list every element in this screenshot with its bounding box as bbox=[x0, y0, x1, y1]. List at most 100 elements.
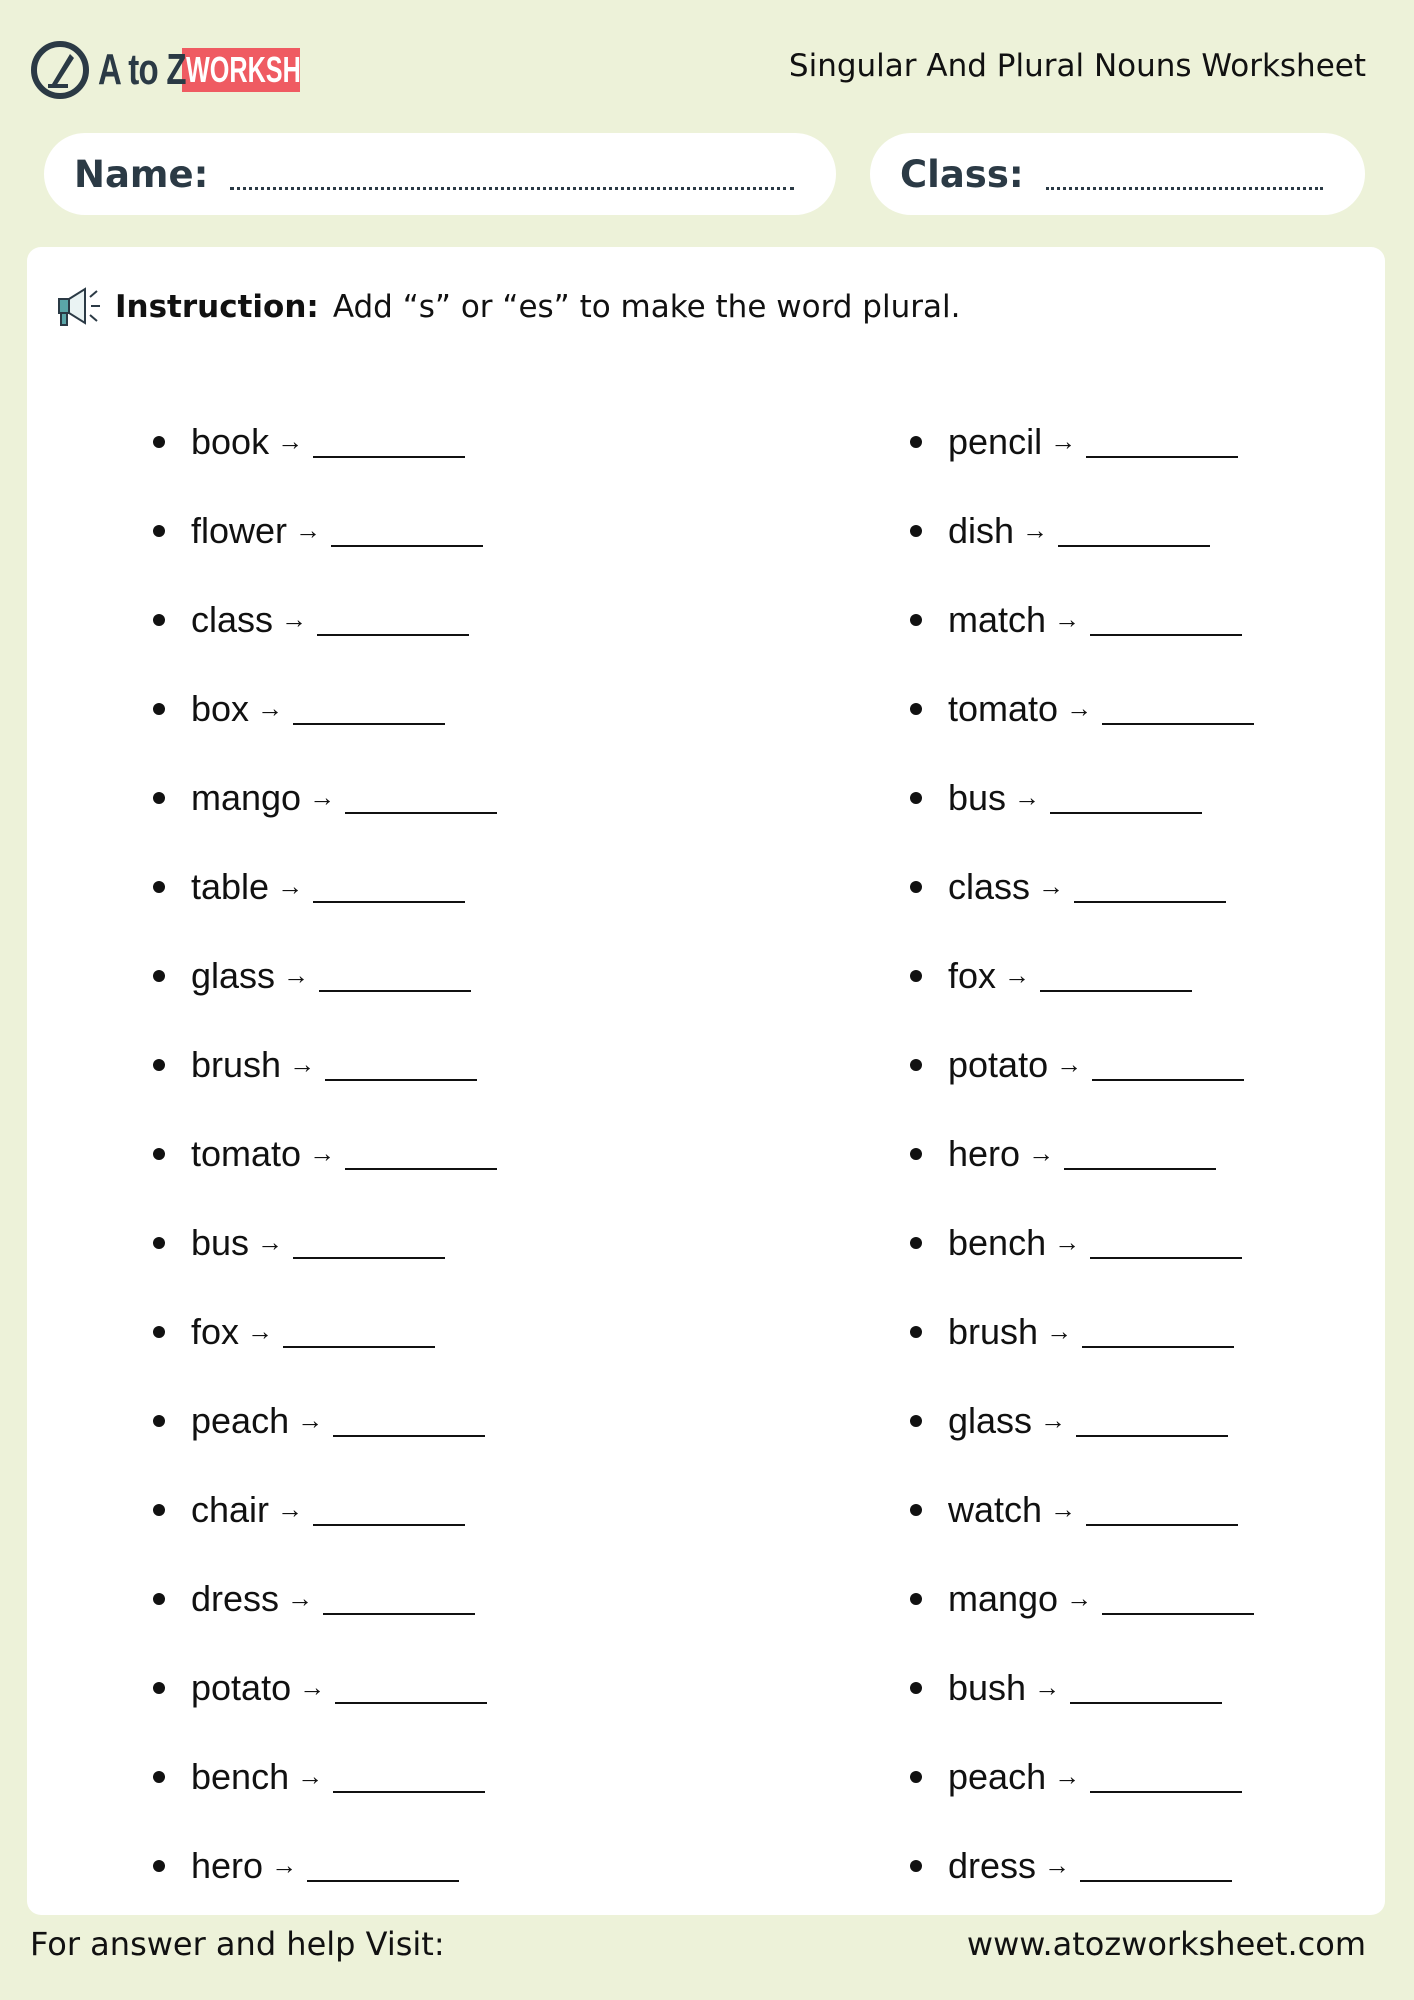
answer-blank[interactable] bbox=[1090, 604, 1243, 636]
answer-blank[interactable] bbox=[1074, 871, 1227, 903]
answer-blank[interactable] bbox=[325, 1049, 478, 1081]
footer-website-link[interactable]: www.atozworksheet.com bbox=[966, 1925, 1366, 1963]
arrow-icon: → bbox=[1054, 604, 1081, 634]
answer-blank[interactable] bbox=[1080, 1850, 1233, 1882]
class-field[interactable]: Class: bbox=[870, 133, 1365, 215]
answer-blank[interactable] bbox=[319, 960, 472, 992]
answer-blank[interactable] bbox=[313, 426, 466, 458]
arrow-icon: → bbox=[295, 515, 322, 545]
list-item: mango → bbox=[153, 753, 498, 842]
answer-blank[interactable] bbox=[313, 1494, 466, 1526]
logo: A to Z WORKSHEET bbox=[30, 38, 300, 102]
list-item: watch → bbox=[910, 1465, 1254, 1554]
bullet-icon bbox=[153, 524, 165, 537]
class-blank[interactable] bbox=[1045, 159, 1323, 190]
list-item: potato → bbox=[910, 1020, 1254, 1109]
bullet-icon bbox=[910, 880, 922, 893]
answer-blank[interactable] bbox=[1090, 1761, 1243, 1793]
name-blank[interactable] bbox=[230, 159, 794, 190]
answer-blank[interactable] bbox=[1086, 426, 1239, 458]
list-item: brush → bbox=[153, 1020, 497, 1109]
arrow-icon: → bbox=[271, 1850, 298, 1880]
answer-blank[interactable] bbox=[345, 782, 498, 814]
arrow-icon: → bbox=[297, 1761, 324, 1791]
bullet-icon bbox=[153, 791, 165, 804]
word: brush bbox=[948, 1310, 1039, 1352]
word: hero bbox=[948, 1132, 1021, 1174]
answer-blank[interactable] bbox=[293, 693, 446, 725]
arrow-icon: → bbox=[299, 1672, 326, 1702]
list-item: bus → bbox=[910, 753, 1254, 842]
answer-blank[interactable] bbox=[1102, 693, 1255, 725]
arrow-icon: → bbox=[287, 1583, 314, 1613]
answer-blank[interactable] bbox=[331, 515, 484, 547]
word: class bbox=[191, 598, 274, 640]
bullet-icon bbox=[153, 1681, 165, 1694]
answer-blank[interactable] bbox=[345, 1138, 498, 1170]
instruction-text: Add “s” or “es” to make the word plural. bbox=[332, 289, 961, 325]
list-item: chair → bbox=[153, 1465, 497, 1554]
bullet-icon bbox=[153, 1503, 165, 1516]
list-item: brush → bbox=[910, 1287, 1254, 1376]
bullet-icon bbox=[153, 1058, 165, 1071]
arrow-icon: → bbox=[281, 604, 308, 634]
arrow-icon: → bbox=[1056, 1049, 1083, 1079]
answer-blank[interactable] bbox=[1090, 1227, 1243, 1259]
answer-blank[interactable] bbox=[1086, 1494, 1239, 1526]
arrow-icon: → bbox=[1034, 1672, 1061, 1702]
answer-blank[interactable] bbox=[307, 1850, 460, 1882]
answer-blank[interactable] bbox=[1058, 515, 1211, 547]
answer-blank[interactable] bbox=[317, 604, 470, 636]
arrow-icon: → bbox=[309, 782, 336, 812]
right-word-list: pencil → dish → match → tomato → bus → class → fox → p… bbox=[910, 397, 1255, 1910]
answer-blank[interactable] bbox=[1040, 960, 1193, 992]
logo-icon bbox=[31, 41, 89, 99]
answer-blank[interactable] bbox=[1050, 782, 1203, 814]
list-item: peach → bbox=[153, 1376, 497, 1465]
list-item: bus → bbox=[153, 1198, 497, 1287]
answer-blank[interactable] bbox=[313, 871, 466, 903]
word: match bbox=[948, 598, 1047, 640]
word: tomato bbox=[948, 687, 1059, 729]
worksheet-card: Instruction: Add “s” or “es” to make the… bbox=[27, 247, 1385, 1915]
answer-blank[interactable] bbox=[323, 1583, 476, 1615]
bullet-icon bbox=[910, 1147, 922, 1160]
arrow-icon: → bbox=[309, 1138, 336, 1168]
answer-blank[interactable] bbox=[1092, 1049, 1245, 1081]
bullet-icon bbox=[153, 1325, 165, 1338]
list-item: peach → bbox=[910, 1732, 1254, 1821]
list-item: glass → bbox=[153, 931, 497, 1020]
answer-blank[interactable] bbox=[1082, 1316, 1235, 1348]
bullet-icon bbox=[910, 435, 922, 448]
list-item: mango → bbox=[910, 1554, 1255, 1643]
list-item: class → bbox=[153, 575, 497, 664]
list-item: bench → bbox=[153, 1732, 497, 1821]
logo-badge: WORKSHEET bbox=[182, 48, 300, 92]
answer-blank[interactable] bbox=[293, 1227, 446, 1259]
answer-blank[interactable] bbox=[283, 1316, 436, 1348]
bullet-icon bbox=[910, 1503, 922, 1516]
word: hero bbox=[191, 1844, 264, 1886]
word: bus bbox=[948, 776, 1007, 818]
answer-blank[interactable] bbox=[1102, 1583, 1255, 1615]
answer-blank[interactable] bbox=[333, 1761, 486, 1793]
bullet-icon bbox=[153, 880, 165, 893]
bullet-icon bbox=[910, 969, 922, 982]
list-item: pencil → bbox=[910, 397, 1254, 486]
arrow-icon: → bbox=[289, 1049, 316, 1079]
answer-blank[interactable] bbox=[335, 1672, 488, 1704]
arrow-icon: → bbox=[247, 1316, 274, 1346]
bullet-icon bbox=[153, 1236, 165, 1249]
word: peach bbox=[191, 1399, 290, 1441]
bullet-icon bbox=[910, 1681, 922, 1694]
instruction-label: Instruction: bbox=[115, 289, 319, 325]
name-field[interactable]: Name: bbox=[44, 133, 836, 215]
arrow-icon: → bbox=[1040, 1405, 1067, 1435]
answer-blank[interactable] bbox=[1076, 1405, 1229, 1437]
answer-blank[interactable] bbox=[1070, 1672, 1223, 1704]
word: bus bbox=[191, 1221, 250, 1263]
answer-blank[interactable] bbox=[1064, 1138, 1217, 1170]
arrow-icon: → bbox=[1028, 1138, 1055, 1168]
word: glass bbox=[948, 1399, 1033, 1441]
answer-blank[interactable] bbox=[333, 1405, 486, 1437]
